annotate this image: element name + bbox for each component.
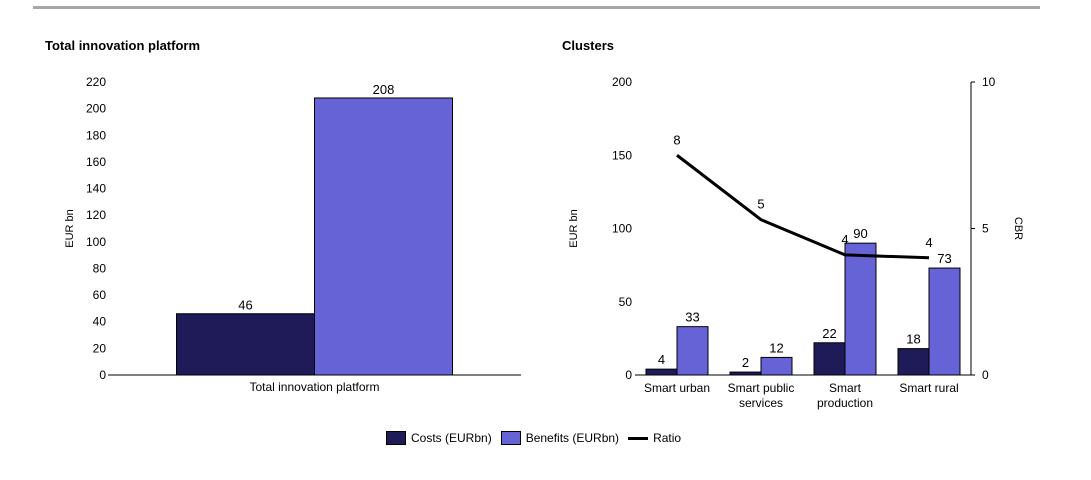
y-tick-label: 200 [86, 102, 106, 116]
y-tick-label: 140 [86, 182, 106, 196]
top-divider [33, 6, 1040, 9]
costs-value-label: 46 [238, 298, 252, 313]
y-tick-label: 200 [612, 75, 632, 89]
ratio-value-label: 4 [925, 235, 932, 250]
ratio-value-label: 4 [841, 232, 848, 247]
costs-bar [897, 348, 930, 376]
legend: Costs (EURbn) Benefits (EURbn) Ratio [386, 429, 690, 447]
left-chart-title: Total innovation platform [45, 38, 201, 53]
benefits-value-label: 208 [373, 82, 395, 97]
legend-item-costs: Costs (EURbn) [386, 431, 492, 445]
benefits-swatch [500, 431, 521, 445]
y2-tick-label: 10 [982, 75, 996, 89]
ratio-value-label: 8 [673, 132, 680, 147]
costs-value-label: 2 [742, 355, 749, 370]
legend-benefits-label: Benefits (EURbn) [525, 431, 620, 445]
y-tick-label: 40 [93, 315, 107, 329]
y-tick-label: 80 [93, 261, 107, 275]
y-tick-label: 120 [86, 208, 106, 222]
benefits-value-label: 90 [853, 226, 867, 241]
costs-value-label: 22 [822, 326, 836, 341]
y-tick-label: 150 [612, 148, 632, 162]
costs-value-label: 18 [906, 332, 920, 347]
y-tick-label: 0 [625, 368, 632, 382]
y-tick-label: 220 [86, 75, 106, 89]
ratio-value-label: 5 [757, 197, 764, 212]
legend-costs-label: Costs (EURbn) [411, 431, 492, 445]
y-tick-label: 60 [93, 288, 107, 302]
x-category-label: Smart [829, 381, 862, 395]
y-tick-label: 50 [619, 295, 633, 309]
x-category-label: Total innovation platform [249, 380, 379, 394]
ratio-line [676, 154, 930, 260]
right-chart-title: Clusters [562, 38, 615, 53]
legend-item-benefits: Benefits (EURbn) [500, 431, 620, 445]
y2-axis-title: CBR [1012, 217, 1024, 240]
legend-ratio-label: Ratio [653, 431, 682, 445]
x-category-label: Smart urban [644, 381, 710, 395]
costs-swatch [386, 431, 406, 445]
x-category-label: Smart rural [899, 381, 958, 395]
y-tick-label: 100 [612, 222, 632, 236]
y-tick-label: 20 [93, 341, 107, 355]
costs-bar [813, 342, 846, 376]
y2-tick-label: 0 [982, 368, 989, 382]
benefits-bar [928, 267, 961, 376]
benefits-bar [760, 356, 793, 376]
benefits-value-label: 12 [769, 340, 783, 355]
ratio-line-swatch [628, 436, 649, 440]
x-category-label: Smart public [728, 381, 795, 395]
y-axis-title: EUR bn [568, 209, 580, 248]
costs-bar [645, 368, 678, 376]
benefits-bar [314, 97, 453, 376]
costs-value-label: 4 [658, 352, 665, 367]
benefits-bar [676, 326, 709, 376]
benefits-value-label: 73 [937, 251, 951, 266]
x-category-label: services [739, 396, 783, 410]
y-tick-label: 0 [99, 368, 106, 382]
legend-item-ratio: Ratio [628, 431, 681, 445]
y2-tick-label: 5 [982, 222, 989, 236]
costs-bar [729, 371, 762, 376]
y-axis-title: EUR bn [64, 209, 76, 248]
costs-bar [176, 313, 315, 376]
x-category-label: production [817, 396, 873, 410]
y-tick-label: 100 [86, 235, 106, 249]
y-tick-label: 160 [86, 155, 106, 169]
y-tick-label: 180 [86, 128, 106, 142]
benefits-bar [844, 242, 877, 376]
benefits-value-label: 33 [685, 310, 699, 325]
